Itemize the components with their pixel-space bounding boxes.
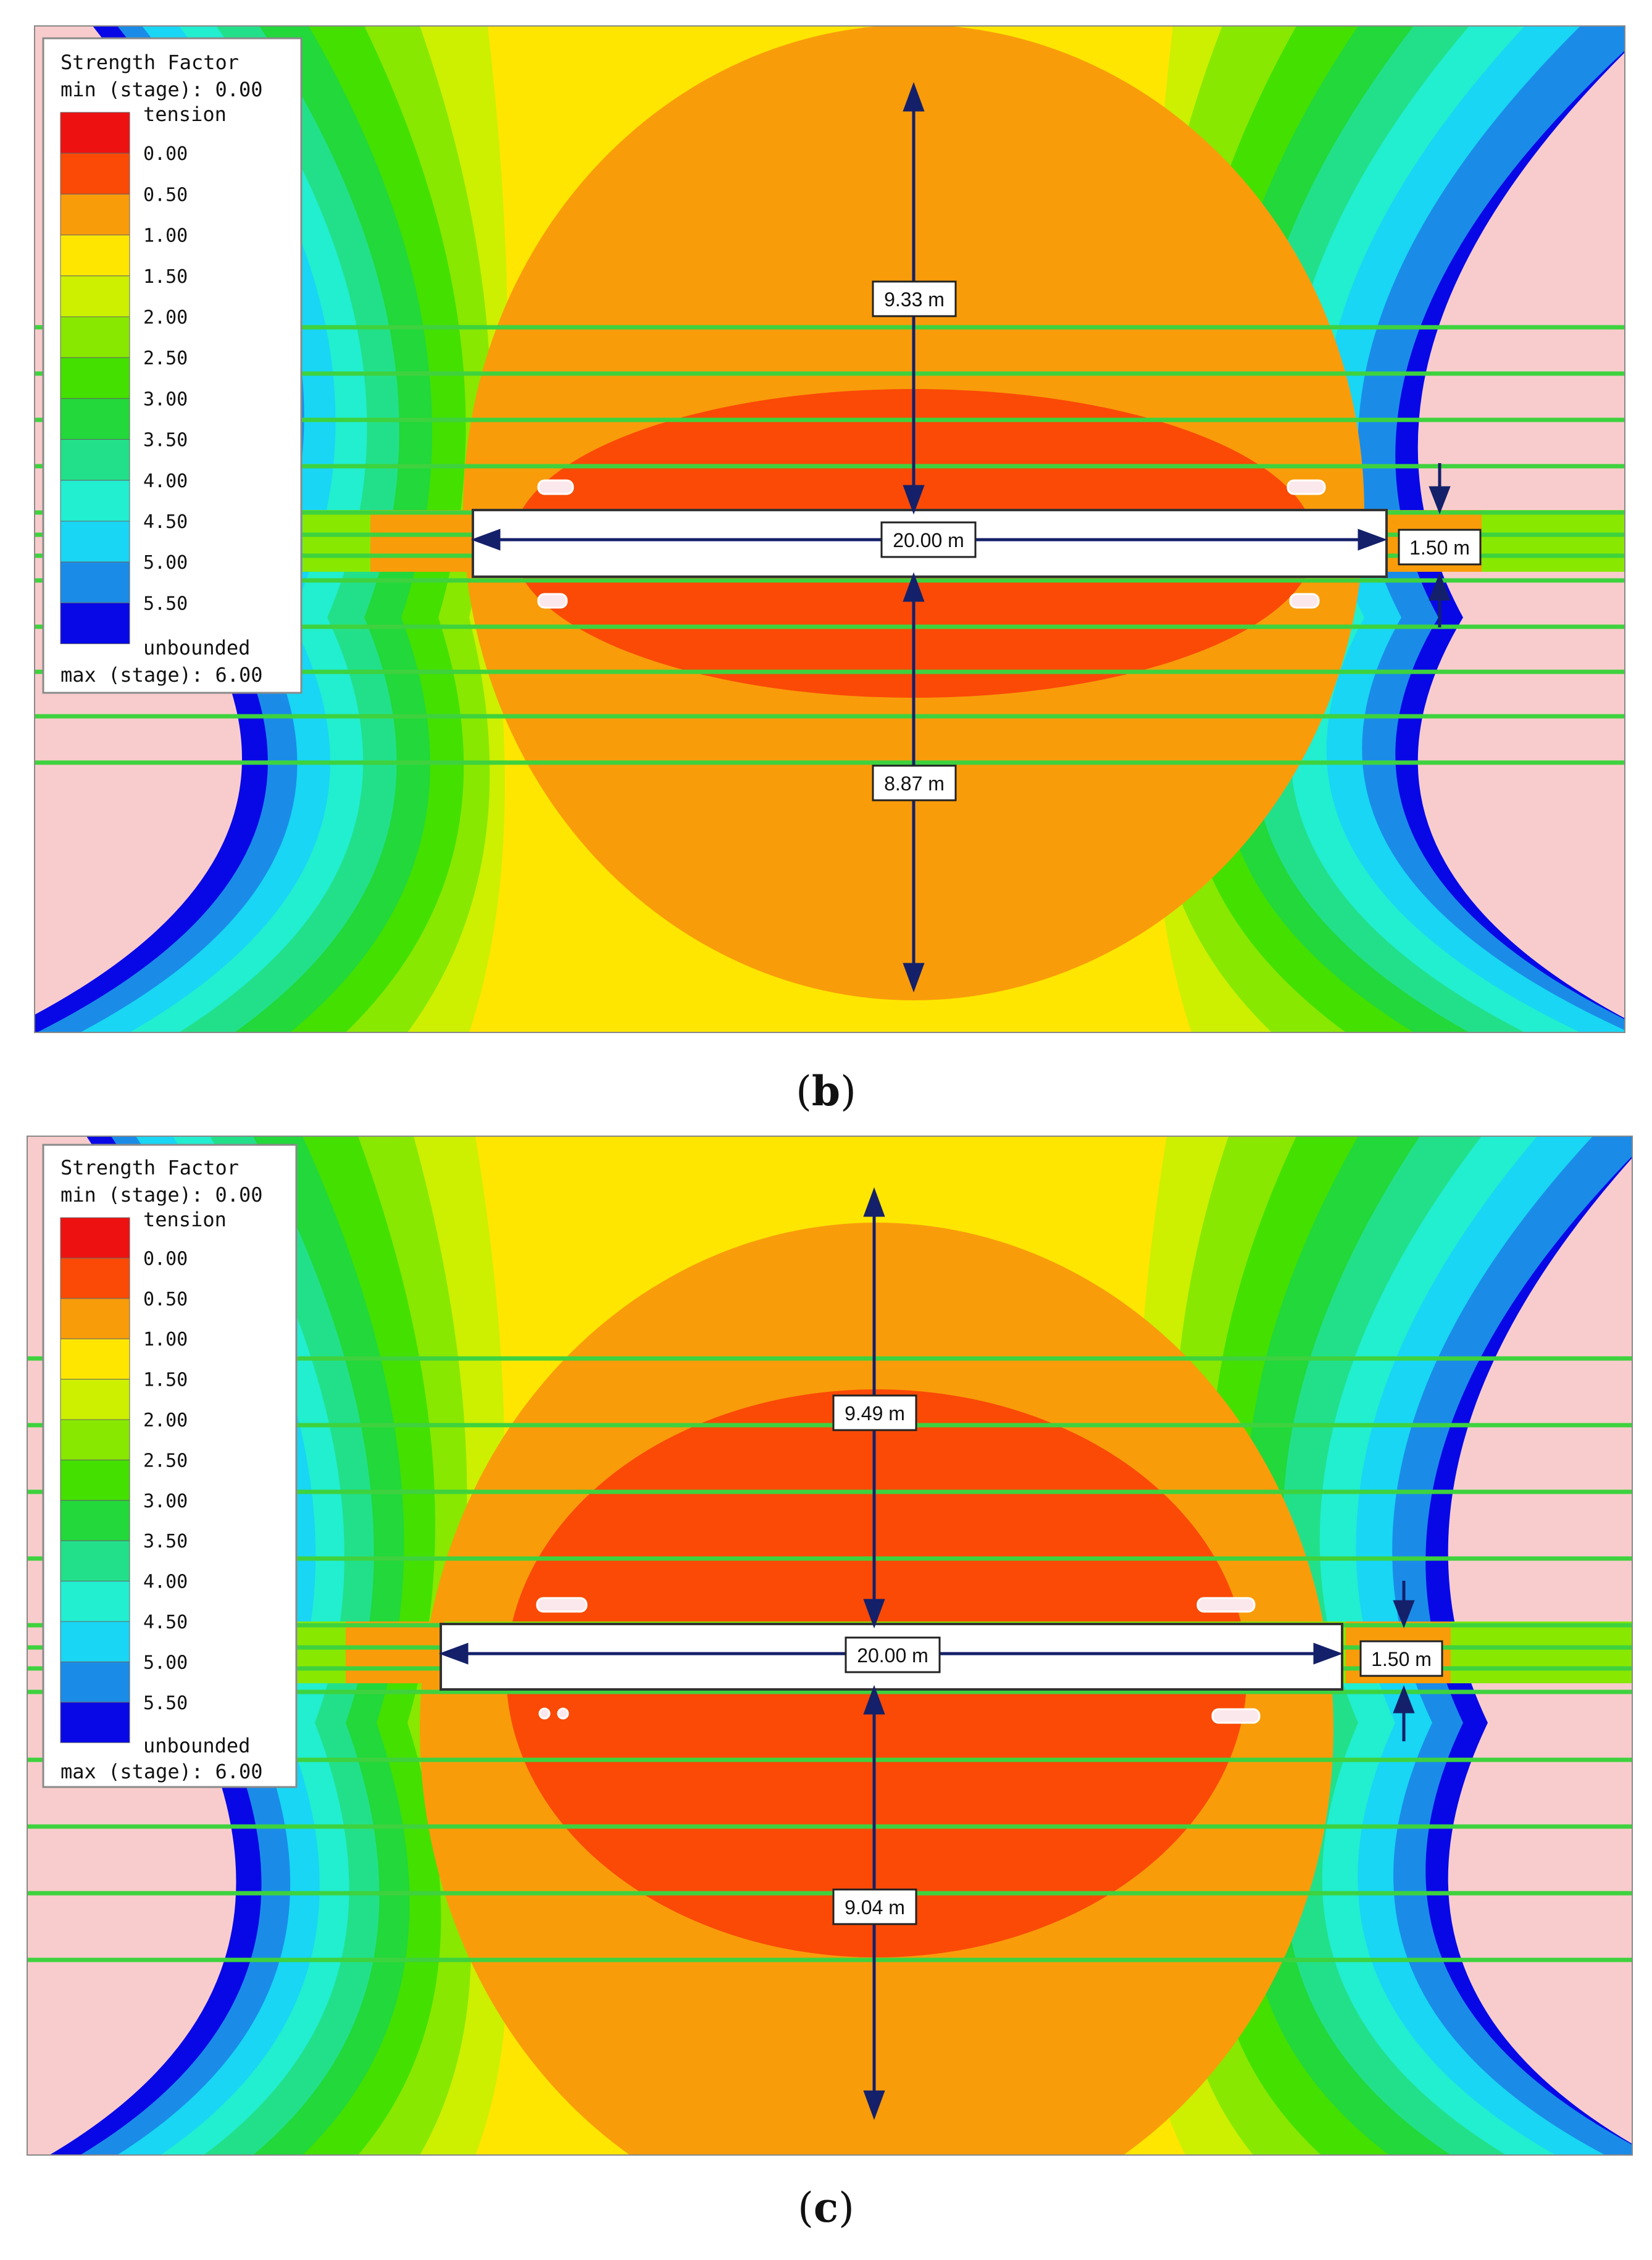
legend-c: Strength Factor min (stage): 0.00 tensio… bbox=[42, 1144, 298, 1788]
legend-tick-label: 2.00 bbox=[143, 1410, 188, 1431]
opening-strip-left bbox=[346, 1622, 444, 1683]
legend-swatch bbox=[60, 602, 130, 645]
legend-tick-label: 4.50 bbox=[143, 511, 188, 533]
plot-frame-c bbox=[27, 1136, 1633, 2156]
label-bottom-height-c: 9.04 m bbox=[832, 1888, 917, 1925]
legend-tick-label: 3.00 bbox=[143, 388, 188, 410]
legend-tick-label: 0.50 bbox=[143, 1289, 188, 1310]
legend-swatch bbox=[60, 1702, 130, 1743]
legend-min: min (stage): 0.00 bbox=[60, 1183, 263, 1207]
legend-swatch bbox=[60, 1257, 130, 1299]
legend-swatch bbox=[60, 1581, 130, 1622]
panel-b: Strength Factor min (stage): 0.00 tensio… bbox=[34, 25, 1625, 1115]
legend-tension: tension bbox=[143, 103, 227, 126]
legend-unbounded: unbounded bbox=[143, 636, 250, 659]
legend-swatch bbox=[60, 357, 130, 399]
thickness-text: 1.50 m bbox=[1371, 1648, 1432, 1670]
legend-tick-label: 1.50 bbox=[143, 266, 188, 288]
legend-swatch bbox=[60, 193, 130, 236]
legend-swatch bbox=[60, 1379, 130, 1420]
label-width-b: 20.00 m bbox=[880, 521, 977, 558]
legend-title: Strength Factor bbox=[60, 1156, 239, 1179]
strength-factor-contour-c: Strength Factor min (stage): 0.00 tensio… bbox=[27, 1136, 1633, 2232]
width-text: 20.00 m bbox=[893, 529, 964, 551]
label-width-c: 20.00 m bbox=[845, 1636, 941, 1673]
opening-strip-left bbox=[370, 510, 482, 572]
legend-swatch bbox=[60, 1661, 130, 1703]
legend-tick-label: 4.00 bbox=[143, 471, 188, 492]
legend-swatch bbox=[60, 521, 130, 563]
legend-swatch bbox=[60, 1419, 130, 1460]
legend-title: Strength Factor bbox=[60, 51, 239, 74]
caption-b: (b) bbox=[796, 1067, 856, 1115]
legend-tick-label: 0.00 bbox=[143, 143, 188, 165]
legend-swatch bbox=[60, 398, 130, 440]
legend-swatch bbox=[60, 1298, 130, 1339]
label-thickness-b: 1.50 m bbox=[1398, 529, 1482, 566]
legend-tick-label: 1.00 bbox=[143, 1329, 188, 1350]
panel-c: Strength Factor min (stage): 0.00 tensio… bbox=[0, 1105, 1652, 2260]
legend-swatch bbox=[60, 1217, 130, 1258]
bottom-height-text: 8.87 m bbox=[884, 772, 945, 795]
legend-min: min (stage): 0.00 bbox=[60, 78, 263, 101]
yield-pockets-c bbox=[536, 1597, 1261, 1724]
legend-swatch bbox=[60, 1338, 130, 1380]
legend-tension: tension bbox=[143, 1208, 227, 1231]
yield-pockets-b bbox=[537, 479, 1326, 609]
legend-max: max (stage): 6.00 bbox=[60, 1760, 263, 1783]
legend-tick-label: 3.50 bbox=[143, 430, 188, 451]
bottom-height-text: 9.04 m bbox=[845, 1896, 905, 1919]
legend-swatch bbox=[60, 112, 130, 154]
legend-max: max (stage): 6.00 bbox=[60, 663, 263, 687]
label-bottom-height-b: 8.87 m bbox=[872, 764, 957, 801]
legend-tick-label: 0.50 bbox=[143, 184, 188, 206]
legend-tick-label: 2.00 bbox=[143, 307, 188, 329]
strength-factor-contour-b: Strength Factor min (stage): 0.00 tensio… bbox=[34, 25, 1625, 1115]
legend-swatch bbox=[60, 480, 130, 522]
legend-swatch bbox=[60, 275, 130, 317]
legend-tick-label: 4.50 bbox=[143, 1612, 188, 1633]
label-top-height-b: 9.33 m bbox=[872, 280, 957, 317]
legend-swatch bbox=[60, 561, 130, 603]
legend-tick-label: 3.00 bbox=[143, 1491, 188, 1512]
legend-tick-label: 1.50 bbox=[143, 1370, 188, 1391]
legend-tick-label: 2.50 bbox=[143, 1450, 188, 1471]
legend-tick-label: 5.50 bbox=[143, 1693, 188, 1714]
legend-tick-label: 5.00 bbox=[143, 1652, 188, 1673]
legend-swatch bbox=[60, 1621, 130, 1662]
legend-swatch bbox=[60, 1459, 130, 1501]
width-text: 20.00 m bbox=[857, 1644, 928, 1667]
legend-tick-label: 3.50 bbox=[143, 1531, 188, 1552]
legend-tick-label: 2.50 bbox=[143, 348, 188, 369]
legend-tick-label: 5.50 bbox=[143, 593, 188, 614]
legend-tick-label: 0.00 bbox=[143, 1248, 188, 1270]
legend-tick-label: 4.00 bbox=[143, 1572, 188, 1593]
legend-swatch bbox=[60, 316, 130, 358]
legend-swatch bbox=[60, 1500, 130, 1541]
top-height-text: 9.49 m bbox=[845, 1402, 905, 1425]
thickness-text: 1.50 m bbox=[1409, 537, 1470, 559]
legend-swatches: 0.00 0.50 1.00 1.50 2.00 2.50 3.00 3.50 4.00 4.50… bbox=[60, 1217, 188, 1743]
legend-tick-label: 1.00 bbox=[143, 225, 188, 247]
legend-swatch bbox=[60, 153, 130, 195]
legend-unbounded: unbounded bbox=[143, 1734, 250, 1757]
top-height-text: 9.33 m bbox=[884, 288, 945, 311]
plot-frame-b bbox=[34, 25, 1625, 1033]
legend-swatches: 0.00 0.50 1.00 1.50 2.00 2.50 3.00 3.50 4.00 4.50… bbox=[60, 112, 188, 645]
legend-swatch bbox=[60, 1540, 130, 1582]
caption-c: (c) bbox=[798, 2183, 854, 2232]
legend-swatch bbox=[60, 235, 130, 277]
label-thickness-c: 1.50 m bbox=[1359, 1640, 1443, 1677]
legend-swatch bbox=[60, 439, 130, 481]
label-top-height-c: 9.49 m bbox=[832, 1394, 917, 1431]
legend-b: Strength Factor min (stage): 0.00 tensio… bbox=[42, 37, 302, 694]
contour-field-b bbox=[35, 26, 1625, 1032]
legend-tick-label: 5.00 bbox=[143, 552, 188, 574]
